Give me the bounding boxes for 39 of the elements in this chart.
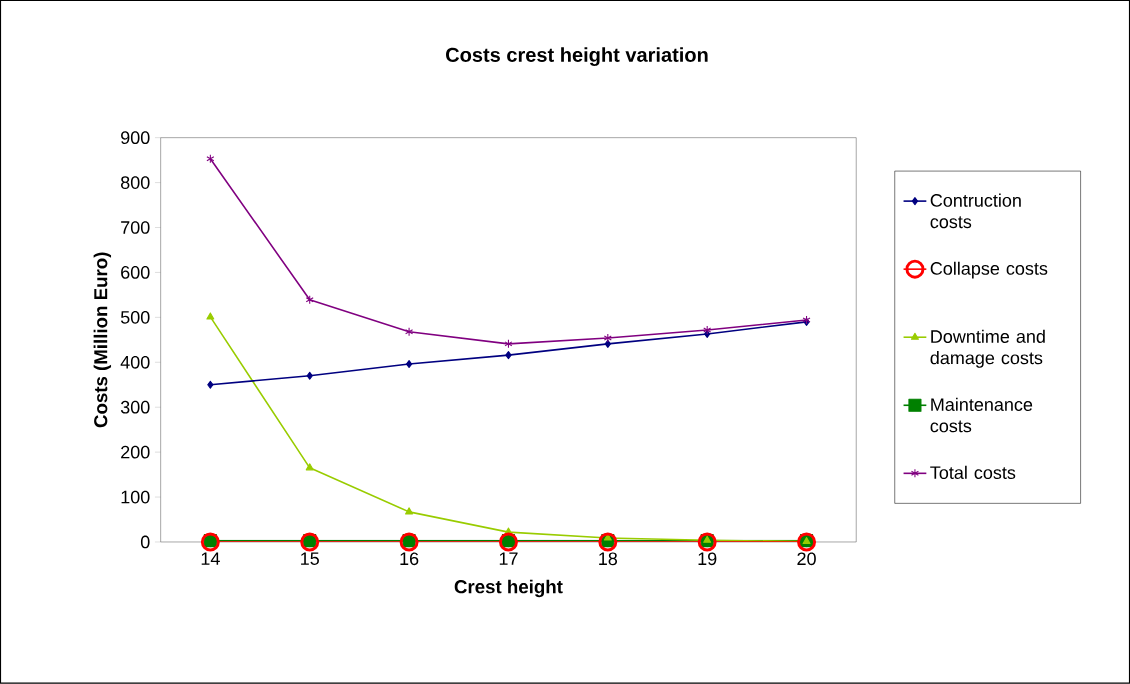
point <box>505 351 512 360</box>
x-tick-label: 20 <box>797 552 816 566</box>
y-tick-label: 800 <box>120 176 150 190</box>
legend-label: Downtime and damage costs <box>930 329 1045 369</box>
point <box>306 371 313 380</box>
legend-label: Contruction costs <box>930 193 1021 229</box>
x-tick-label: 14 <box>201 552 220 565</box>
point <box>207 380 214 389</box>
point <box>305 295 314 305</box>
point <box>405 360 413 369</box>
legend-label: Total costs <box>930 465 1016 480</box>
legend-label: Maintenance costs <box>930 397 1033 433</box>
point <box>405 327 414 337</box>
point <box>504 339 513 349</box>
point <box>603 333 612 343</box>
point <box>206 312 215 320</box>
y-tick-label: 600 <box>121 266 150 279</box>
y-tick-label: 500 <box>120 311 150 324</box>
y-tick-label: 300 <box>120 401 150 414</box>
y-axis-title: Costs (Million Euro) <box>93 252 112 428</box>
y-tick-label: 900 <box>121 131 150 145</box>
y-tick-label: 400 <box>120 356 150 369</box>
point <box>703 325 712 335</box>
point <box>604 340 611 349</box>
point <box>405 507 414 515</box>
point <box>305 463 314 471</box>
y-tick-label: 0 <box>140 535 150 549</box>
x-tick-label: 17 <box>499 552 518 565</box>
x-tick-label: 16 <box>400 552 419 566</box>
chart-title: Costs crest height variation <box>446 47 708 67</box>
x-tick-label: 15 <box>301 552 319 566</box>
y-tick-label: 200 <box>121 445 150 459</box>
point <box>206 154 215 164</box>
y-tick-label: 100 <box>121 490 150 504</box>
x-tick-label: 19 <box>698 552 717 566</box>
x-tick-label: 18 <box>599 552 618 566</box>
x-axis-title: Crest height <box>454 579 563 598</box>
y-tick-label: 700 <box>121 221 150 235</box>
legend-label: Collapse costs <box>930 261 1048 279</box>
